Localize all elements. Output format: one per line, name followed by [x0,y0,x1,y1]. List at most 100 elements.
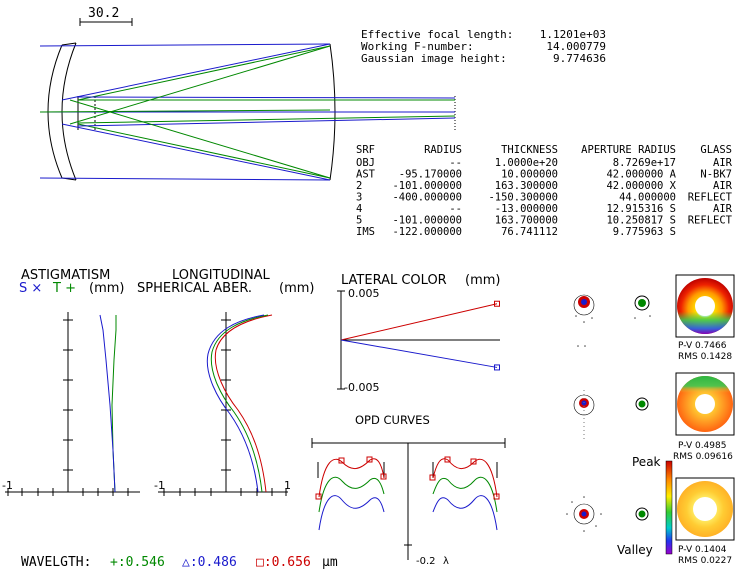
astigmatism-unit: (mm) [89,281,124,296]
spot-row-2 [573,390,649,440]
lateral-color-title: LATERAL COLOR [341,273,447,288]
table-cell: 9.775963 S [613,226,676,238]
table-cell: -- [449,157,462,169]
astigmatism-xmin: -1 [2,479,13,492]
table-cell: 12.915316 S [606,203,676,215]
table-cell: 10.250817 S [606,215,676,227]
wavefront-maps: P-V 0.7466 RMS 0.1428 P-V 0.4985 RMS 0.0… [617,274,735,566]
lateral-color-line-0 [340,303,498,341]
table-cell: 44.000000 [619,192,676,204]
astigmatism-legend-t: T + [52,281,76,296]
opd-scale-unit: λ [443,556,449,567]
table-cell: -122.000000 [392,226,462,238]
table-header-glass: GLASS [700,144,732,156]
opd-scale: -0.2 [416,556,436,567]
spherical-curve-green [210,314,269,493]
table-cell: 3 [356,192,362,204]
wavefront-3-pv: P-V 0.1404 [678,545,727,555]
astigmatism-plot: ASTIGMATISM S × T + (mm) -1 [2,268,140,496]
wavelength-unit: μm [322,555,338,570]
colorbar-valley: Valley [617,543,653,557]
lateral-color-unit: (mm) [465,273,500,288]
opd-left-green [318,476,385,513]
astigmatism-legend-s: S × [19,281,42,296]
wavelength-2: △:0.486 [182,555,237,570]
opd-curves-plot: OPD CURVES -0.2 λ [311,413,506,567]
summary-fnum-value: 14.000779 [546,40,606,53]
wavelength-1: +:0.546 [110,555,165,570]
wavelength-legend: WAVELGTH: +:0.546 △:0.486 □:0.656 μm [21,555,338,570]
summary-fnum-label: Working F-number: [361,40,474,53]
table-cell: REFLECT [688,192,733,204]
table-cell: 42.000000 A [606,169,676,181]
opd-title: OPD CURVES [355,413,430,427]
system-summary: Effective focal length: 1.1201e+03 Worki… [361,28,606,65]
table-cell: N-BK7 [700,169,732,181]
spherical-unit: (mm) [279,281,314,296]
summary-imgh-value: 9.774636 [553,52,606,65]
table-header-aperture: APERTURE RADIUS [581,144,676,156]
table-cell: AST [356,169,376,181]
spherical-curve-blue [206,314,265,493]
table-cell: -95.170000 [399,169,462,181]
wavefront-2-rms: RMS 0.09616 [673,452,733,462]
table-cell: 10.000000 [501,169,558,181]
opd-left-red [318,458,385,498]
spot-row-3 [566,496,649,532]
summary-efl-value: 1.1201e+03 [540,28,606,41]
spot-diagrams [566,294,651,532]
wavelength-3: □:0.656 [256,555,311,570]
wavefront-3-rms: RMS 0.0227 [678,556,732,566]
table-header-thickness: THICKNESS [501,144,558,156]
lateral-color-ymin: -0.005 [344,381,379,394]
table-rows: OBJ -- 1.0000e+20 8.7269e+17 AIR AST -95.17000… [356,157,733,238]
table-cell: -400.000000 [392,192,462,204]
table-cell: 163.300000 [495,180,558,192]
lateral-color-marker-1 [494,364,500,371]
opd-right-green [432,476,498,513]
table-cell: 5 [356,215,362,227]
lateral-series [340,300,500,371]
scale-bar-label: 30.2 [88,6,119,21]
wavelength-label: WAVELGTH: [21,555,91,570]
wavefront-1-rms: RMS 0.1428 [678,352,732,362]
table-cell: OBJ [356,157,375,169]
lateral-color-plot: LATERAL COLOR (mm) 0.005 -0.005 [337,273,500,394]
lateral-color-ymax: 0.005 [348,287,380,300]
summary-efl-label: Effective focal length: [361,28,513,41]
table-cell: -101.000000 [392,180,462,192]
spherical-title: LONGITUDINAL [172,268,271,283]
table-cell: 2 [356,180,362,192]
lens-layout-diagram: 30.2 [39,6,456,181]
lateral-color-marker-0 [494,300,500,307]
astigmatism-title: ASTIGMATISM [21,268,110,283]
spherical-xmin: -1 [154,479,165,492]
table-cell: -- [449,203,462,215]
table-cell: 8.7269e+17 [613,157,676,169]
table-cell: AIR [713,157,733,169]
summary-imgh-label: Gaussian image height: [361,52,507,65]
table-cell: 163.700000 [495,215,558,227]
opd-right-red [432,458,498,498]
wavefront-map-2: P-V 0.4985 RMS 0.09616 [673,372,735,462]
table-header-srf: SRF [356,144,375,156]
spherical-curve-red [214,314,273,493]
table-cell: 1.0000e+20 [495,157,558,169]
spherical-subtitle: SPHERICAL ABER. [137,281,252,296]
table-cell: IMS [356,226,375,238]
table-header-radius: RADIUS [424,144,462,156]
table-cell: 4 [356,203,362,215]
spherical-aberration-plot: LONGITUDINAL SPHERICAL ABER. (mm) -1 1 [137,268,314,496]
opd-right-blue [432,495,498,531]
wavefront-map-1: P-V 0.7466 RMS 0.1428 [675,274,735,362]
table-cell: AIR [713,203,733,215]
table-cell: 42.000000 X [606,180,676,192]
spot-row-1 [573,294,651,347]
table-cell: REFLECT [688,215,733,227]
spherical-xmax: 1 [284,479,291,492]
ray-fan [39,43,456,181]
astig-s-curve [99,314,116,493]
colorbar-peak: Peak [632,455,661,469]
opd-left-blue [318,495,385,531]
